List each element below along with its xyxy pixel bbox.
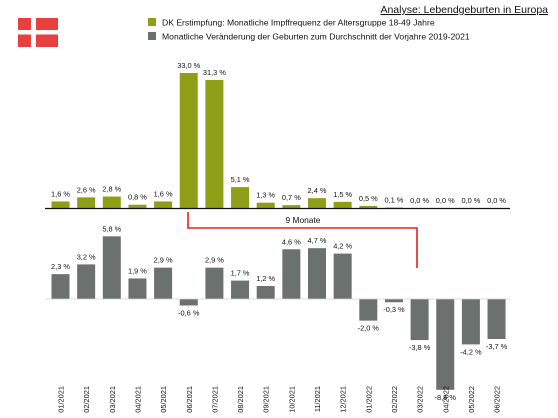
legend-swatch-vaccination: [148, 18, 156, 26]
births-value-label: -4,2 %: [460, 347, 482, 356]
vaccination-value-label: 0,0 %: [410, 196, 429, 205]
vaccination-value-label: 0,7 %: [282, 193, 301, 202]
vaccination-value-label: 1,3 %: [256, 191, 275, 200]
vaccination-value-label: 0,1 %: [384, 196, 403, 205]
births-bar: [282, 249, 301, 299]
births-bar: [436, 299, 455, 390]
category-tick-label: 04/2021: [133, 386, 142, 413]
vaccination-bar: [51, 201, 70, 208]
births-bar: [410, 299, 429, 341]
denmark-flag-icon: [18, 18, 58, 47]
vaccination-bars: 1,6 % 2,6 % 2,8 % 0,8 % 1,6 % 33,0 %31,3 % 5,1…: [51, 61, 506, 208]
births-bar: [461, 299, 480, 345]
vaccination-bar: [179, 73, 198, 208]
category-tick-label: 04/2022: [441, 386, 450, 413]
vaccination-bar: [77, 197, 96, 208]
vaccination-bar: [359, 205, 378, 208]
category-tick-label: 11/2021: [313, 386, 322, 412]
vaccination-value-label: 0,0 %: [436, 196, 455, 205]
births-value-label: 1,7 %: [231, 269, 250, 278]
legend-label-vaccination: DK Erstimpfung: Monatliche Impffrequenz …: [162, 18, 435, 28]
legend-label-births: Monatliche Veränderung der Geburten zum …: [162, 32, 470, 42]
vaccination-value-label: 2,8 %: [102, 185, 121, 194]
category-tick-label: 12/2021: [339, 386, 348, 413]
legend: DK Erstimpfung: Monatliche Impffrequenz …: [148, 18, 470, 42]
births-bar: [51, 274, 70, 299]
nine-months-line: [187, 212, 418, 268]
births-value-label: -2,0 %: [358, 324, 380, 333]
category-tick-label: 05/2021: [159, 386, 168, 413]
category-tick-label: 02/2022: [390, 386, 399, 413]
vaccination-value-label: 31,3 %: [203, 68, 226, 77]
births-bar: [359, 299, 378, 321]
vaccination-value-label: 2,6 %: [77, 185, 96, 194]
vaccination-value-label: 0,8 %: [128, 193, 147, 202]
category-tick-label: 08/2021: [236, 386, 245, 413]
births-value-label: 1,2 %: [256, 274, 275, 283]
births-bar: [256, 286, 275, 299]
category-axis: 01/2021 02/2021 03/2021 04/2021 05/2021 06/20…: [57, 386, 502, 413]
births-bar: [179, 299, 198, 306]
legend-swatch-births: [148, 32, 156, 40]
vaccination-value-label: 2,4 %: [308, 186, 327, 195]
category-tick-label: 07/2021: [210, 386, 219, 413]
births-value-label: 5,8 %: [102, 224, 121, 233]
vaccination-bar: [282, 205, 301, 208]
births-bars: 2,3 % 3,2 % 5,8 % 1,9 % 2,9 % -0,6 % 2,9 % 1,7 …: [51, 224, 508, 402]
births-bar: [102, 236, 121, 299]
nine-months-annotation: 9 Monate: [187, 212, 418, 268]
births-bar: [77, 264, 96, 299]
vaccination-value-label: 33,0 %: [177, 61, 200, 70]
vaccination-bar: [205, 79, 224, 208]
vaccination-bar: [154, 201, 173, 208]
category-tick-label: 01/2021: [57, 386, 66, 413]
category-tick-label: 03/2021: [108, 386, 117, 413]
nine-months-label: 9 Monate: [286, 215, 321, 225]
vaccination-bar: [231, 187, 250, 208]
category-tick-label: 01/2022: [364, 386, 373, 413]
vaccination-bar: [256, 202, 275, 208]
births-value-label: 2,9 %: [154, 256, 173, 265]
category-tick-label: 06/2022: [493, 386, 502, 413]
births-value-label: 1,9 %: [128, 266, 147, 275]
births-value-label: 4,6 %: [282, 237, 301, 246]
vaccination-bar: [102, 196, 121, 208]
births-bar: [308, 248, 326, 299]
vaccination-value-label: 1,5 %: [333, 190, 352, 199]
vaccination-value-label: 0,0 %: [487, 196, 506, 205]
births-value-label: 4,7 %: [308, 236, 327, 245]
category-tick-label: 10/2021: [287, 386, 296, 413]
births-value-label: -8,4 %: [435, 393, 457, 402]
births-value-label: 3,2 %: [77, 252, 96, 261]
category-tick-label: 06/2021: [185, 386, 194, 413]
category-tick-label: 03/2022: [416, 386, 425, 413]
births-value-label: -0,3 %: [383, 305, 405, 314]
vaccination-value-label: 0,5 %: [359, 194, 378, 203]
vaccination-bar: [128, 204, 147, 208]
births-value-label: 2,9 %: [205, 256, 224, 265]
category-tick-label: 09/2021: [262, 386, 271, 413]
births-bar: [205, 267, 224, 299]
category-tick-label: 02/2021: [82, 386, 91, 413]
births-value-label: 4,2 %: [333, 242, 352, 251]
vaccination-value-label: 5,1 %: [231, 175, 250, 184]
vaccination-value-label: 0,0 %: [461, 196, 480, 205]
category-tick-label: 05/2022: [467, 386, 476, 413]
births-bar: [231, 280, 250, 299]
births-value-label: 2,3 %: [51, 262, 70, 271]
vaccination-value-label: 1,6 %: [51, 189, 70, 198]
births-bar: [154, 267, 173, 299]
vaccination-bar: [333, 201, 352, 208]
births-value-label: -0,6 %: [178, 308, 200, 317]
vaccination-value-label: 1,6 %: [154, 189, 173, 198]
births-bar: [128, 278, 147, 299]
births-value-label: -3,8 %: [409, 343, 431, 352]
vaccination-bar: [308, 198, 326, 208]
births-bar: [333, 253, 352, 299]
births-bar: [487, 299, 506, 339]
births-bar: [384, 299, 403, 303]
header-title: Analyse: Lebendgeburten in Europa: [380, 4, 548, 16]
births-value-label: -3,7 %: [486, 342, 508, 351]
